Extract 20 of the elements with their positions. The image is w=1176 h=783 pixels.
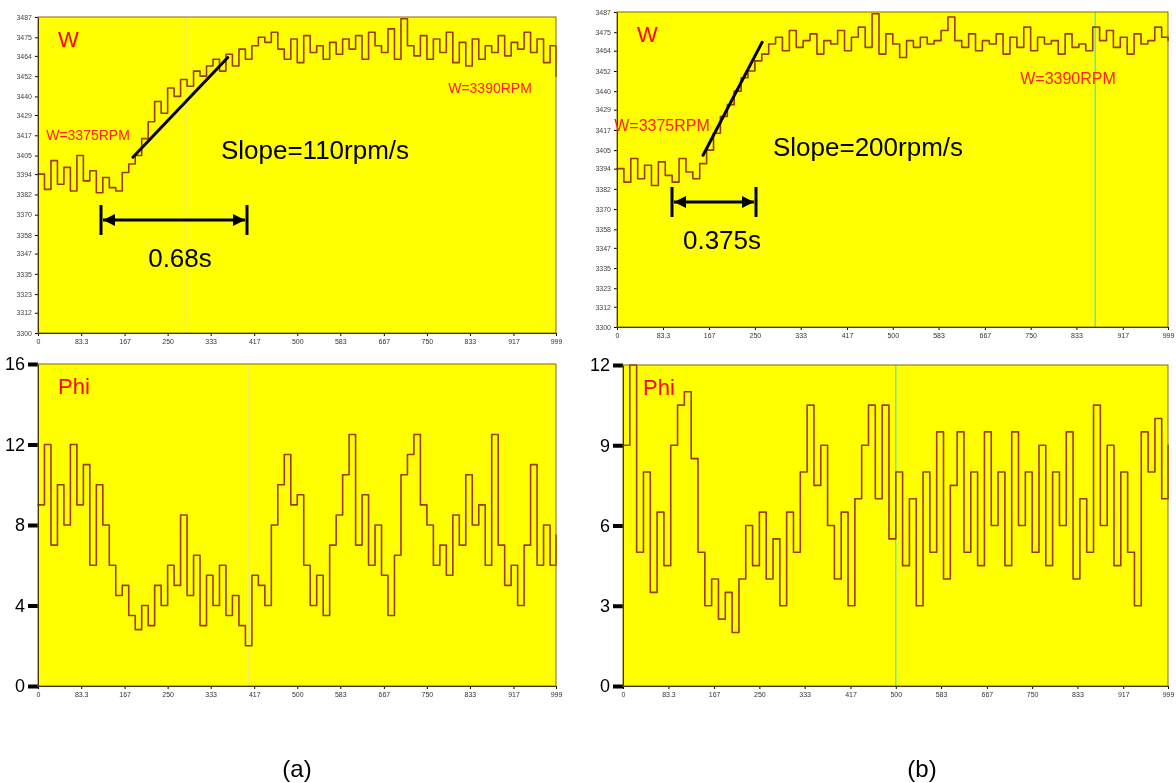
y-tick-label: 8 (14, 515, 25, 536)
chart-title: W (58, 27, 79, 52)
annotation: Slope=200rpm/s (772, 132, 964, 162)
annotation: 0.375s (682, 225, 762, 255)
annotation: Slope=110rpm/s (220, 135, 410, 165)
y-tick-label: 3 (599, 596, 610, 617)
chart-title: Phi (643, 375, 675, 400)
y-tick-label: 9 (599, 435, 610, 456)
y-tick-label: 6 (599, 515, 610, 536)
y-tick-label: 12 (4, 434, 25, 455)
annotation: 0.68s (148, 243, 212, 273)
y-tick-label: 12 (589, 355, 610, 376)
annotation: W=3375RPM (46, 127, 130, 143)
y-tick-label: 4 (14, 595, 25, 616)
chart-title: Phi (58, 374, 90, 399)
y-tick-label: 16 (4, 354, 25, 375)
text: (a) (282, 754, 312, 782)
text: (b) (907, 754, 937, 782)
text: W (637, 22, 658, 47)
annotation: W=3390RPM (448, 80, 532, 96)
